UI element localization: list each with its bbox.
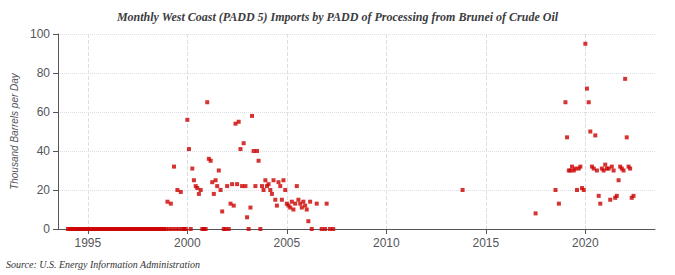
svg-text:2005: 2005: [273, 236, 300, 250]
svg-text:100: 100: [30, 27, 50, 41]
svg-text:40: 40: [37, 144, 51, 158]
svg-text:Monthly West Coast (PADD 5) Im: Monthly West Coast (PADD 5) Imports by P…: [116, 10, 559, 24]
svg-text:60: 60: [37, 105, 51, 119]
svg-text:Thousand Barrels per Day: Thousand Barrels per Day: [9, 72, 20, 190]
svg-text:0: 0: [43, 222, 50, 236]
svg-text:1995: 1995: [74, 236, 101, 250]
svg-text:2010: 2010: [373, 236, 400, 250]
svg-text:2000: 2000: [174, 236, 201, 250]
svg-text:2020: 2020: [572, 236, 599, 250]
svg-text:80: 80: [37, 66, 51, 80]
svg-text:Source: U.S. Energy Informatio: Source: U.S. Energy Information Administ…: [6, 259, 200, 270]
svg-text:20: 20: [37, 183, 51, 197]
svg-text:2015: 2015: [472, 236, 499, 250]
